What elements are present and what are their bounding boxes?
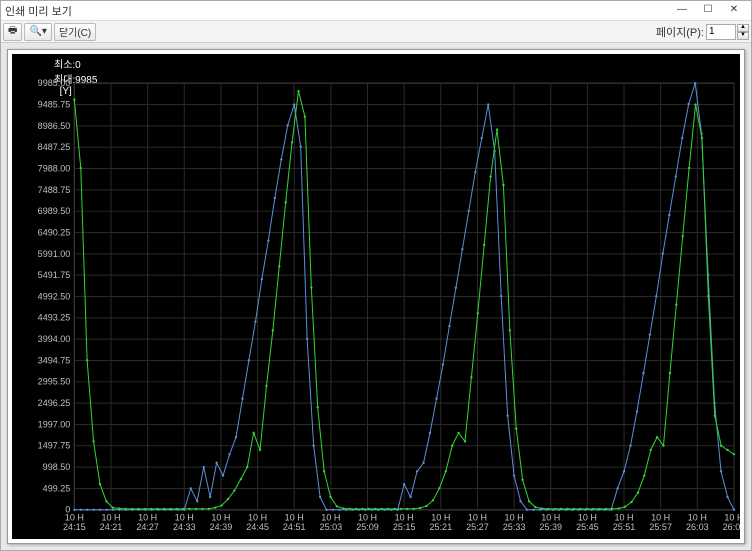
svg-text:1497.75: 1497.75 bbox=[38, 441, 71, 451]
toolbar: 🖶 🔍▾ 닫기(C) 페이지(P): ▲ ▼ bbox=[1, 21, 751, 43]
svg-text:26:09: 26:09 bbox=[723, 522, 740, 532]
svg-text:24:39: 24:39 bbox=[210, 522, 233, 532]
chart-container: 최소:0 최대:9985 [Y] 0499.25998.501497.75199… bbox=[12, 54, 740, 539]
svg-text:3994.00: 3994.00 bbox=[38, 334, 71, 344]
svg-text:6989.50: 6989.50 bbox=[38, 206, 71, 216]
svg-text:4493.25: 4493.25 bbox=[38, 313, 71, 323]
svg-text:10 H: 10 H bbox=[175, 513, 194, 523]
svg-text:24:33: 24:33 bbox=[173, 522, 196, 532]
svg-text:10 H: 10 H bbox=[724, 513, 740, 523]
svg-text:10 H: 10 H bbox=[395, 513, 414, 523]
svg-text:25:15: 25:15 bbox=[393, 522, 416, 532]
page-spinner: ▲ ▼ bbox=[737, 24, 749, 40]
svg-text:10 H: 10 H bbox=[321, 513, 340, 523]
svg-text:25:21: 25:21 bbox=[429, 522, 452, 532]
svg-text:10 H: 10 H bbox=[101, 513, 120, 523]
svg-text:7488.75: 7488.75 bbox=[38, 185, 71, 195]
svg-text:25:45: 25:45 bbox=[576, 522, 599, 532]
svg-text:5991.00: 5991.00 bbox=[38, 249, 71, 259]
print-button[interactable]: 🖶 bbox=[3, 23, 22, 41]
print-icon: 🖶 bbox=[8, 23, 17, 40]
svg-text:10 H: 10 H bbox=[541, 513, 560, 523]
svg-text:10 H: 10 H bbox=[211, 513, 230, 523]
svg-text:4992.50: 4992.50 bbox=[38, 292, 71, 302]
svg-text:10 H: 10 H bbox=[358, 513, 377, 523]
svg-text:10 H: 10 H bbox=[614, 513, 633, 523]
svg-text:25:39: 25:39 bbox=[539, 522, 562, 532]
svg-text:24:27: 24:27 bbox=[136, 522, 159, 532]
svg-text:25:03: 25:03 bbox=[320, 522, 343, 532]
close-window-button[interactable]: ✕ bbox=[721, 3, 747, 19]
svg-text:10 H: 10 H bbox=[688, 513, 707, 523]
svg-text:25:27: 25:27 bbox=[466, 522, 489, 532]
close-label: 닫기(C) bbox=[59, 24, 91, 39]
page-number-input[interactable] bbox=[706, 24, 736, 40]
zoom-dropdown[interactable]: 🔍▾ bbox=[24, 23, 51, 41]
svg-text:24:45: 24:45 bbox=[246, 522, 269, 532]
svg-text:10 H: 10 H bbox=[65, 513, 84, 523]
svg-text:10 H: 10 H bbox=[468, 513, 487, 523]
svg-text:10 H: 10 H bbox=[138, 513, 157, 523]
svg-text:9985.00: 9985.00 bbox=[38, 78, 71, 88]
svg-text:25:57: 25:57 bbox=[649, 522, 672, 532]
svg-text:10 H: 10 H bbox=[578, 513, 597, 523]
svg-text:24:21: 24:21 bbox=[100, 522, 123, 532]
preview-area: 최소:0 최대:9985 [Y] 0499.25998.501497.75199… bbox=[1, 43, 751, 550]
page-preview: 최소:0 최대:9985 [Y] 0499.25998.501497.75199… bbox=[7, 49, 745, 544]
page-label: 페이지(P): bbox=[656, 24, 704, 40]
svg-text:26:03: 26:03 bbox=[686, 522, 709, 532]
svg-text:2995.50: 2995.50 bbox=[38, 377, 71, 387]
svg-text:7988.00: 7988.00 bbox=[38, 164, 71, 174]
svg-text:10 H: 10 H bbox=[285, 513, 304, 523]
svg-text:499.25: 499.25 bbox=[43, 484, 71, 494]
chart-svg: 0499.25998.501497.751997.002496.252995.5… bbox=[12, 54, 740, 539]
svg-text:25:51: 25:51 bbox=[613, 522, 636, 532]
window-frame: 인쇄 미리 보기 — ☐ ✕ 🖶 🔍▾ 닫기(C) 페이지(P): ▲ ▼ 최소… bbox=[0, 0, 752, 551]
svg-text:10 H: 10 H bbox=[651, 513, 670, 523]
svg-text:10 H: 10 H bbox=[248, 513, 267, 523]
page-spin-up[interactable]: ▲ bbox=[737, 24, 749, 32]
zoom-icon: 🔍▾ bbox=[29, 26, 46, 37]
svg-text:2496.25: 2496.25 bbox=[38, 398, 71, 408]
svg-text:5491.75: 5491.75 bbox=[38, 270, 71, 280]
svg-text:8986.50: 8986.50 bbox=[38, 121, 71, 131]
svg-text:998.50: 998.50 bbox=[43, 462, 71, 472]
svg-text:25:09: 25:09 bbox=[356, 522, 379, 532]
svg-text:8487.25: 8487.25 bbox=[38, 142, 71, 152]
svg-text:9485.75: 9485.75 bbox=[38, 100, 71, 110]
svg-text:10 H: 10 H bbox=[505, 513, 524, 523]
window-title: 인쇄 미리 보기 bbox=[5, 3, 669, 19]
maximize-button[interactable]: ☐ bbox=[695, 3, 721, 19]
svg-text:10 H: 10 H bbox=[431, 513, 450, 523]
svg-text:3494.75: 3494.75 bbox=[38, 356, 71, 366]
close-preview-button[interactable]: 닫기(C) bbox=[54, 23, 96, 41]
svg-text:6490.25: 6490.25 bbox=[38, 228, 71, 238]
title-bar: 인쇄 미리 보기 — ☐ ✕ bbox=[1, 1, 751, 21]
minimize-button[interactable]: — bbox=[669, 3, 695, 19]
svg-text:24:51: 24:51 bbox=[283, 522, 306, 532]
svg-text:1997.00: 1997.00 bbox=[38, 420, 71, 430]
svg-text:24:15: 24:15 bbox=[63, 522, 86, 532]
svg-text:25:33: 25:33 bbox=[503, 522, 526, 532]
page-spin-down[interactable]: ▼ bbox=[737, 32, 749, 40]
